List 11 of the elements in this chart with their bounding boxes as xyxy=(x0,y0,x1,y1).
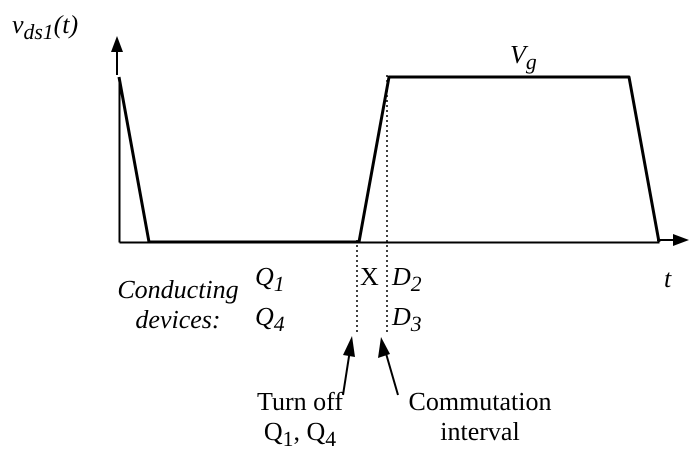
text: Turn off Q$_{1}$, Q$_{4}$ xyxy=(256,387,344,454)
text: X xyxy=(360,262,379,292)
y-axis-title: v$_{ds1}$(t) xyxy=(12,10,78,46)
text: D$_{3}$ xyxy=(392,302,422,338)
text: Q$_{4}$ xyxy=(255,302,285,338)
text: Commutation interval xyxy=(408,387,552,447)
text: Conducting devices: xyxy=(117,275,239,334)
text: V$_{g}$ xyxy=(510,40,537,76)
text: Q$_{1}$ xyxy=(255,262,285,298)
text: D$_{2}$ xyxy=(392,262,422,298)
x-axis-title: t xyxy=(664,264,672,294)
